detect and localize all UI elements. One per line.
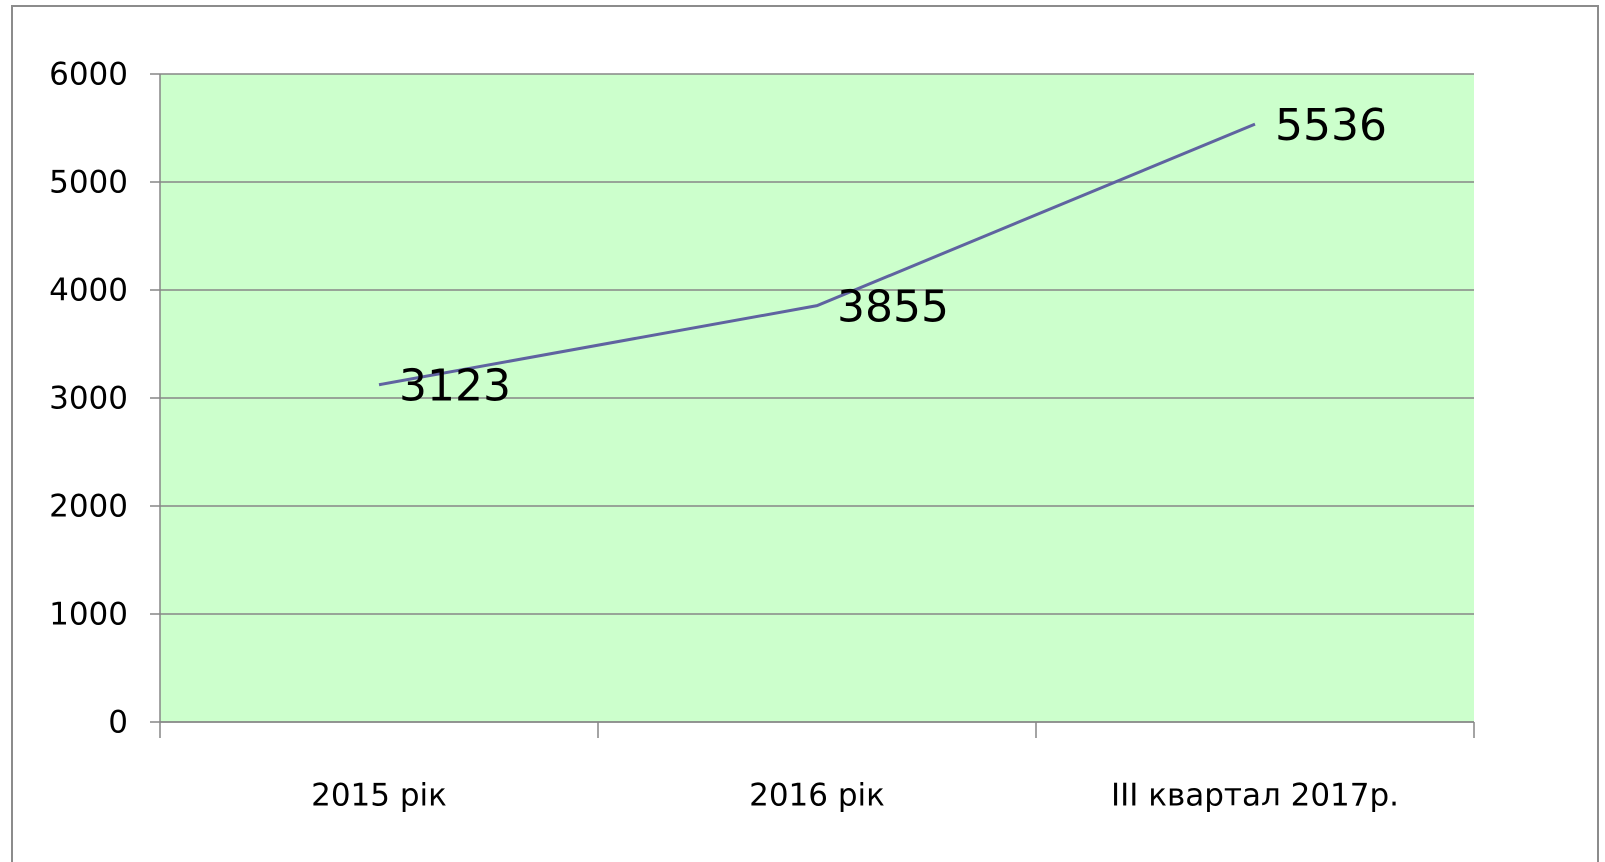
x-tick-label: 2016 рік <box>749 778 885 814</box>
y-tick-label: 3000 <box>49 381 128 417</box>
y-tick-label: 6000 <box>49 57 128 93</box>
data-label: 3855 <box>837 282 949 333</box>
x-tick-label: 2015 рік <box>311 778 447 814</box>
y-tick-label: 0 <box>108 705 128 741</box>
y-tick-label: 2000 <box>49 489 128 525</box>
y-tick-label: 1000 <box>49 597 128 633</box>
y-tick-label: 4000 <box>49 273 128 309</box>
x-tick-label: III квартал 2017р. <box>1111 778 1399 814</box>
data-label: 5536 <box>1275 100 1387 151</box>
y-tick-label: 5000 <box>49 165 128 201</box>
data-label: 3123 <box>399 361 511 412</box>
series-line <box>378 122 1256 387</box>
